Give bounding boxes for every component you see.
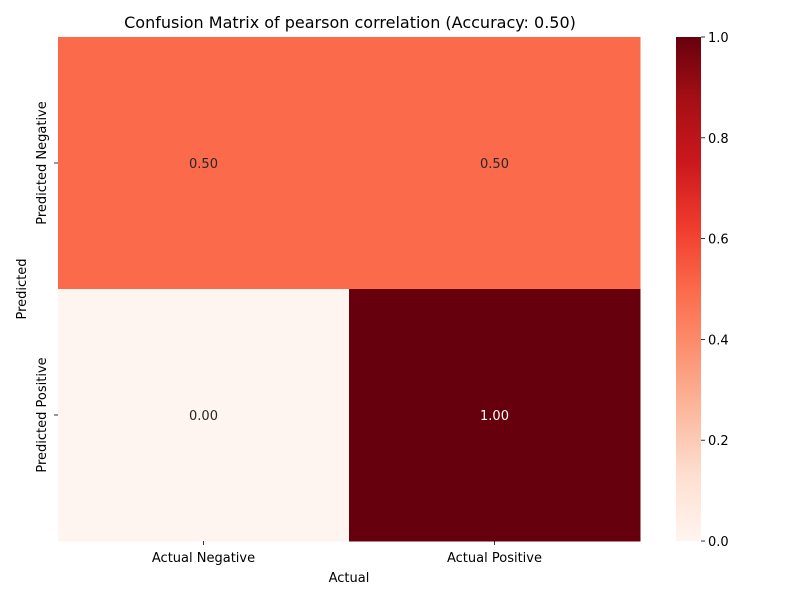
colorbar-tick-label: 0.2	[708, 434, 729, 449]
y-tick-label: Predicted Positive	[35, 357, 50, 472]
cell-value-label: 0.50	[189, 157, 218, 172]
heatmap-cells	[58, 37, 641, 542]
colorbar-tick-label: 0.0	[708, 535, 729, 550]
heatmap-cell	[58, 289, 350, 542]
cell-value-label: 1.00	[480, 409, 509, 424]
heatmap-cell	[349, 289, 641, 542]
colorbar-ticks: 0.0 0.2 0.4 0.6 0.8 1.0	[701, 31, 729, 550]
y-axis-label: Predicted	[15, 258, 30, 319]
x-axis-ticks: Actual Negative Actual Positive	[152, 541, 542, 566]
colorbar-tick-label: 1.0	[708, 31, 729, 46]
heatmap-cell-labels: 0.50 0.50 0.00 1.00	[189, 157, 509, 424]
x-tick-label: Actual Positive	[447, 551, 542, 566]
colorbar-tick-label: 0.8	[708, 132, 729, 147]
colorbar-tick-label: 0.6	[708, 233, 729, 248]
colorbar-tick-label: 0.4	[708, 333, 729, 348]
y-axis-ticks: Predicted Negative Predicted Positive	[35, 101, 58, 473]
heatmap-cell	[58, 37, 350, 290]
y-tick-label: Predicted Negative	[35, 101, 50, 225]
cell-value-label: 0.00	[189, 409, 218, 424]
colorbar	[676, 37, 701, 541]
cell-value-label: 0.50	[480, 157, 509, 172]
chart-title: Confusion Matrix of pearson correlation …	[124, 13, 576, 32]
x-axis-label: Actual	[329, 571, 370, 586]
heatmap-cell	[349, 37, 641, 290]
x-tick-label: Actual Negative	[152, 551, 255, 566]
